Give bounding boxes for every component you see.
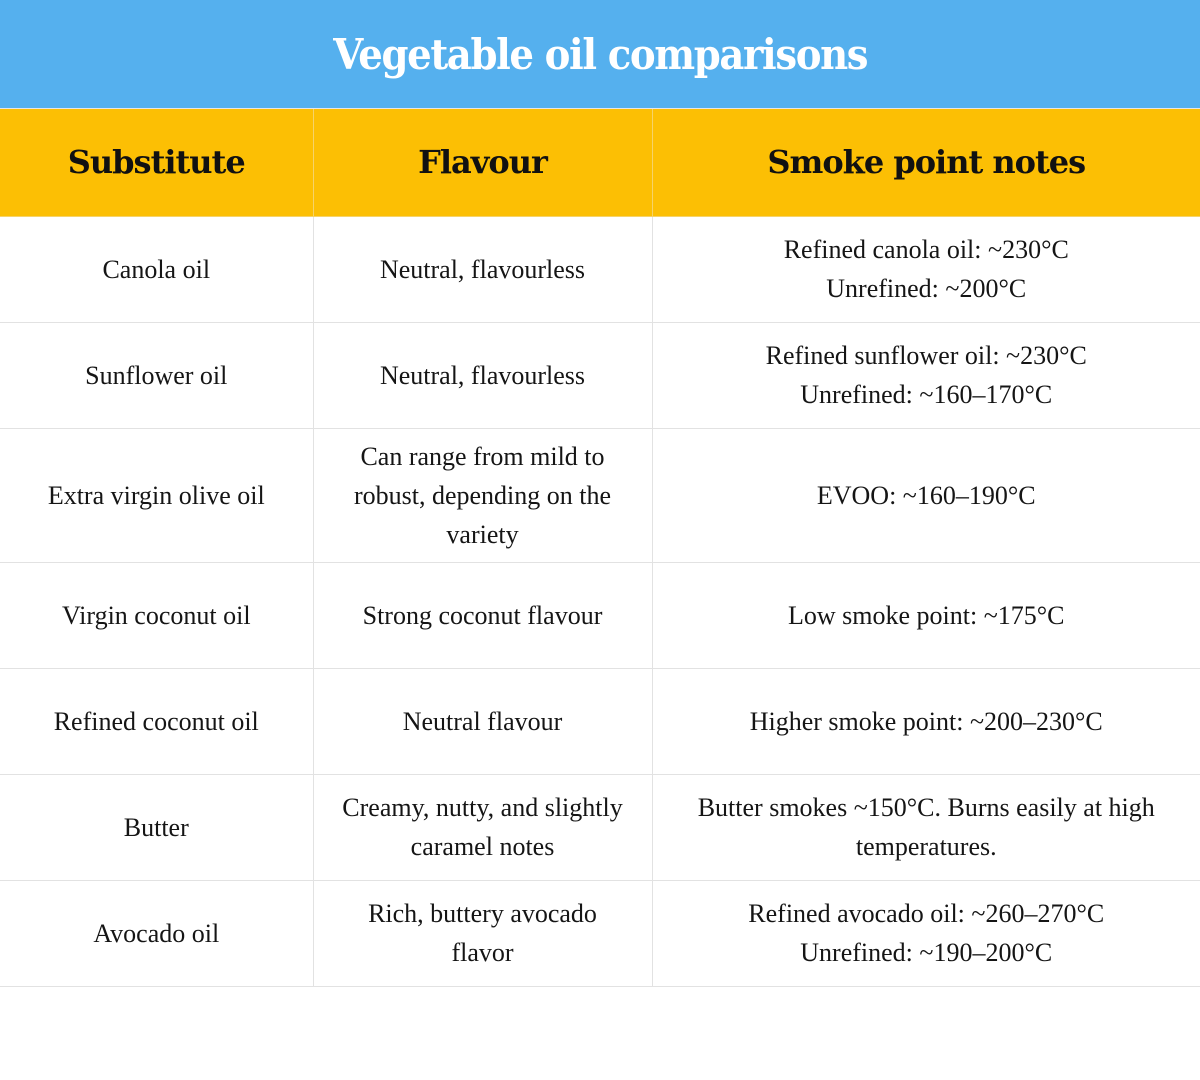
smoke-point-line: Butter smokes ~150°C. Burns easily at hi… xyxy=(697,793,1155,822)
smoke-point-line: Unrefined: ~200°C xyxy=(826,274,1027,303)
smoke-point-line: Refined sunflower oil: ~230°C xyxy=(765,341,1087,370)
table-row: Sunflower oil Neutral, flavourless Refin… xyxy=(0,321,1200,429)
cell-smoke-point: Refined sunflower oil: ~230°C Unrefined:… xyxy=(651,321,1200,429)
cell-flavour: Neutral flavour xyxy=(312,667,653,775)
cell-flavour: Neutral, flavourless xyxy=(312,321,653,429)
header-row: Substitute Flavour Smoke point notes xyxy=(0,109,1200,217)
cell-substitute: Refined coconut oil xyxy=(0,667,314,775)
page-title: Vegetable oil comparisons xyxy=(333,29,868,79)
smoke-point-line: temperatures. xyxy=(855,832,997,861)
flavour-line: Neutral flavour xyxy=(402,706,563,736)
flavour-line: Rich, buttery avocado xyxy=(368,899,597,928)
cell-substitute: Butter xyxy=(0,773,314,881)
table-row: Butter Creamy, nutty, and slightly caram… xyxy=(0,773,1200,881)
cell-smoke-point: Butter smokes ~150°C. Burns easily at hi… xyxy=(651,773,1200,881)
table-row: Canola oil Neutral, flavourless Refined … xyxy=(0,215,1200,323)
oil-comparison-table: Substitute Flavour Smoke point notes Can… xyxy=(0,109,1200,987)
cell-flavour: Neutral, flavourless xyxy=(312,215,653,323)
header-substitute: Substitute xyxy=(0,109,314,217)
flavour-line: robust, depending on the xyxy=(353,480,612,510)
table-row: Avocado oil Rich, buttery avocado flavor… xyxy=(0,879,1200,987)
table-header: Substitute Flavour Smoke point notes xyxy=(0,109,1200,217)
cell-flavour: Can range from mild to robust, depending… xyxy=(312,427,653,563)
smoke-point-line: Low smoke point: ~175°C xyxy=(787,600,1065,630)
cell-smoke-point: Higher smoke point: ~200–230°C xyxy=(651,667,1200,775)
cell-smoke-point: Low smoke point: ~175°C xyxy=(651,561,1200,669)
flavour-line: caramel notes xyxy=(410,832,555,861)
table-row: Extra virgin olive oil Can range from mi… xyxy=(0,427,1200,563)
cell-flavour: Creamy, nutty, and slightly caramel note… xyxy=(312,773,653,881)
flavour-line: flavor xyxy=(451,938,514,967)
smoke-point-line: EVOO: ~160–190°C xyxy=(816,480,1036,510)
cell-substitute: Canola oil xyxy=(0,215,314,323)
cell-flavour: Strong coconut flavour xyxy=(312,561,653,669)
cell-substitute: Avocado oil xyxy=(0,879,314,987)
header-smoke-point-notes: Smoke point notes xyxy=(651,109,1200,217)
smoke-point-line: Refined canola oil: ~230°C xyxy=(783,235,1069,264)
flavour-line: Creamy, nutty, and slightly xyxy=(342,793,623,822)
smoke-point-line: Higher smoke point: ~200–230°C xyxy=(749,706,1103,736)
header-flavour: Flavour xyxy=(312,109,653,217)
cell-substitute: Sunflower oil xyxy=(0,321,314,429)
title-banner: Vegetable oil comparisons xyxy=(0,0,1200,109)
table-body: Canola oil Neutral, flavourless Refined … xyxy=(0,215,1200,987)
table-row: Refined coconut oil Neutral flavour High… xyxy=(0,667,1200,775)
table-row: Virgin coconut oil Strong coconut flavou… xyxy=(0,561,1200,669)
smoke-point-line: Unrefined: ~160–170°C xyxy=(800,380,1053,409)
flavour-line: Neutral, flavourless xyxy=(379,254,586,284)
cell-substitute: Extra virgin olive oil xyxy=(0,427,314,563)
cell-smoke-point: Refined canola oil: ~230°C Unrefined: ~2… xyxy=(651,215,1200,323)
cell-substitute: Virgin coconut oil xyxy=(0,561,314,669)
smoke-point-line: Unrefined: ~190–200°C xyxy=(800,938,1053,967)
smoke-point-line: Refined avocado oil: ~260–270°C xyxy=(748,899,1105,928)
cell-smoke-point: Refined avocado oil: ~260–270°C Unrefine… xyxy=(651,879,1200,987)
flavour-line: Strong coconut flavour xyxy=(362,600,603,630)
flavour-line: Can range from mild to xyxy=(360,441,605,471)
cell-smoke-point: EVOO: ~160–190°C xyxy=(651,427,1200,563)
flavour-line: Neutral, flavourless xyxy=(379,360,586,390)
flavour-line: variety xyxy=(446,519,519,549)
cell-flavour: Rich, buttery avocado flavor xyxy=(312,879,653,987)
